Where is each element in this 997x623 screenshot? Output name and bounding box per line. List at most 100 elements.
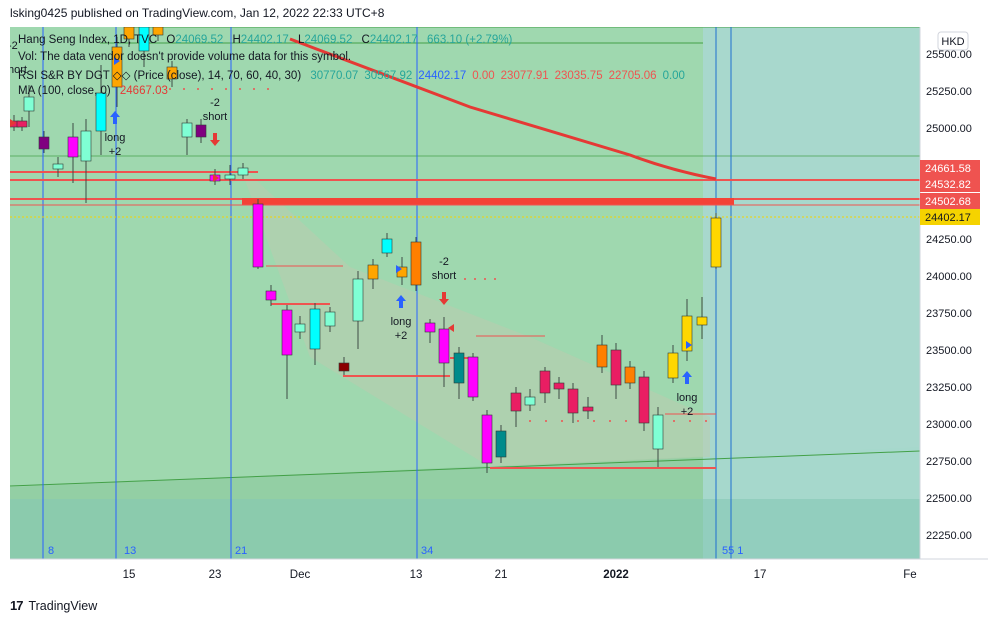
candle[interactable] <box>681 315 693 352</box>
legend-row-main: Hang Seng Index, 1D, TVC O24069.52 H2440… <box>18 34 518 46</box>
candle[interactable] <box>195 124 207 138</box>
dot-marker <box>577 420 579 422</box>
triangle-marker-icon <box>396 265 402 273</box>
candle[interactable] <box>624 366 636 384</box>
chart-canvas[interactable]: 8 13 21 34 55 1 long +2 -2 short long +2 -2 short lon… <box>10 27 988 588</box>
candle[interactable] <box>438 328 450 364</box>
candle[interactable] <box>495 430 507 458</box>
candle[interactable] <box>596 344 608 368</box>
triangle-marker-icon <box>213 174 219 182</box>
bar-count-label: 34 <box>421 545 433 557</box>
dot-marker <box>494 278 496 280</box>
long-signal-1-value: +2 <box>109 146 122 158</box>
candle[interactable] <box>38 136 50 150</box>
candle[interactable] <box>553 382 565 390</box>
legend-rsi-values: 30770.07 30567.92 24402.17 0.00 23077.91 2303… <box>310 70 691 82</box>
candle[interactable] <box>67 136 79 158</box>
price-tick-label: 25250.00 <box>926 86 972 98</box>
candle[interactable] <box>152 27 164 36</box>
candle[interactable] <box>123 27 135 40</box>
candle[interactable] <box>181 122 193 138</box>
currency-badge[interactable] <box>937 31 969 51</box>
legend-rsi-label[interactable]: RSI S&R BY DGT ◇◇ (Price (close), 14, 70… <box>18 70 302 82</box>
candle[interactable] <box>237 167 249 176</box>
key-resistance-band[interactable] <box>242 198 734 205</box>
candle[interactable] <box>324 311 336 327</box>
footer-brand[interactable]: TradingView <box>28 598 98 613</box>
price-tick-label: 22250.00 <box>926 530 972 542</box>
legend-close-label: C <box>361 34 370 46</box>
tradingview-logo-icon[interactable]: 17 <box>10 598 24 613</box>
candle[interactable] <box>138 27 150 52</box>
partial-count-label: -2 <box>10 40 18 52</box>
moving-average-line[interactable] <box>289 37 717 181</box>
candle[interactable] <box>80 130 92 162</box>
candle[interactable] <box>265 290 277 301</box>
partial-short-label: hort <box>10 64 27 76</box>
candle[interactable] <box>294 323 306 333</box>
candle[interactable] <box>710 217 722 268</box>
candle[interactable] <box>23 96 35 112</box>
candle[interactable] <box>524 396 536 406</box>
time-tick-label: Dec <box>290 569 311 581</box>
legend-ma-value: 24667.03 <box>119 85 168 97</box>
candle[interactable] <box>652 414 664 450</box>
time-tick-label: 21 <box>495 569 508 581</box>
price-tick-label: 23250.00 <box>926 382 972 394</box>
price-tag[interactable] <box>920 160 980 176</box>
price-axis[interactable] <box>920 27 988 559</box>
short-signal-2-text: short <box>432 270 456 282</box>
candle[interactable] <box>453 352 465 384</box>
legend-symbol[interactable]: Hang Seng Index, 1D, TVC <box>18 34 158 46</box>
legend-rsi-value: 24402.17 <box>418 70 467 82</box>
dot-marker <box>197 88 199 90</box>
candle[interactable] <box>467 356 479 398</box>
long-signal-2-text: long <box>391 316 412 328</box>
candle[interactable] <box>309 308 321 350</box>
candle[interactable] <box>338 362 350 372</box>
time-tick-label: Fe <box>903 569 916 581</box>
candle[interactable] <box>510 392 522 412</box>
dot-marker <box>689 420 691 422</box>
channel-zone <box>10 27 920 487</box>
candle[interactable] <box>567 388 579 414</box>
price-tag-label: 24532.82 <box>925 179 971 191</box>
long-signal-1-arrow-up-icon <box>110 111 120 124</box>
candle[interactable] <box>166 66 178 80</box>
price-tag[interactable] <box>920 209 980 225</box>
candle[interactable] <box>582 406 594 412</box>
candle[interactable] <box>95 92 107 132</box>
price-tag[interactable] <box>920 193 980 209</box>
candle[interactable] <box>111 46 123 88</box>
legend-low-label: L <box>297 34 305 46</box>
candle[interactable] <box>610 349 622 386</box>
legend-ma-label[interactable]: MA (100, close, 0) <box>18 85 111 97</box>
bar-count-label: 55 1 <box>722 545 743 557</box>
candle[interactable] <box>52 163 64 170</box>
legend-row-rsi: RSI S&R BY DGT ◇◇ (Price (close), 14, 70… <box>18 68 697 82</box>
price-tick-label: 25000.00 <box>926 123 972 135</box>
lower-trend-line[interactable] <box>10 450 921 487</box>
candle[interactable] <box>252 203 264 268</box>
candle[interactable] <box>696 316 708 326</box>
candle[interactable] <box>16 120 28 128</box>
candle[interactable] <box>281 309 293 356</box>
candle[interactable] <box>539 370 551 394</box>
candle[interactable] <box>481 414 493 464</box>
time-axis[interactable] <box>10 559 988 588</box>
candle[interactable] <box>638 376 650 424</box>
candle[interactable] <box>224 174 236 180</box>
footer: 17 TradingView <box>10 598 97 613</box>
long-signal-3-value: +2 <box>681 406 694 418</box>
candle[interactable] <box>667 352 679 379</box>
candle[interactable] <box>410 241 422 286</box>
dot-marker <box>464 278 466 280</box>
time-tick-label: 23 <box>209 569 222 581</box>
price-tag-label: 24661.58 <box>925 163 971 175</box>
candle[interactable] <box>381 238 393 254</box>
candle[interactable] <box>352 278 364 322</box>
triangle-marker-icon <box>448 324 454 332</box>
candle[interactable] <box>367 264 379 280</box>
price-tag[interactable] <box>920 176 980 192</box>
candle[interactable] <box>424 322 436 333</box>
